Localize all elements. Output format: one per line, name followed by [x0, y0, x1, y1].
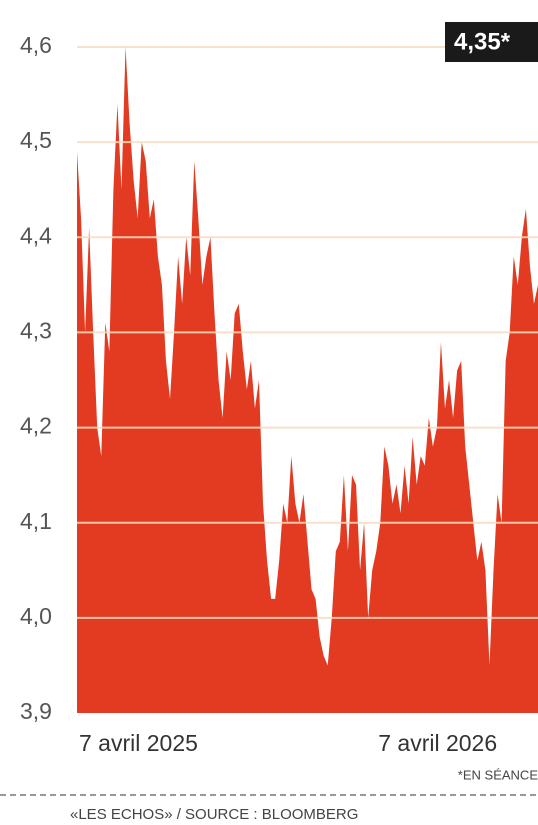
- y-tick-label: 4,1: [20, 508, 52, 534]
- y-tick-label: 3,9: [20, 698, 52, 724]
- y-tick-label: 4,5: [20, 127, 52, 153]
- note: *EN SÉANCE: [458, 767, 538, 782]
- annotation-box: [445, 22, 538, 62]
- y-tick-label: 4,6: [20, 32, 52, 58]
- y-tick-label: 4,3: [20, 318, 52, 344]
- y-tick-label: 4,4: [20, 222, 52, 248]
- y-tick-label: 4,0: [20, 603, 52, 629]
- y-tick-label: 4,2: [20, 413, 52, 439]
- annotation: 4,35*: [454, 28, 511, 55]
- x-tick-label: 7 avril 2025: [79, 730, 198, 756]
- source: «LES ECHOS» / SOURCE : BLOOMBERG: [70, 806, 358, 823]
- area: [77, 47, 538, 713]
- x-tick-label: 7 avril 2026: [378, 730, 497, 756]
